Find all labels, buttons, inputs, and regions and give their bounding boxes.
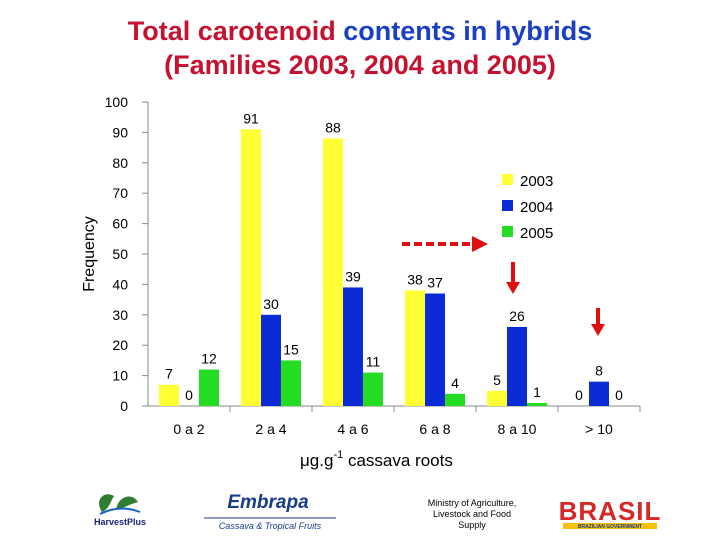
y-tick-label: 30 (112, 307, 128, 323)
y-tick-label: 60 (112, 216, 128, 232)
y-tick-label: 50 (112, 246, 128, 262)
dashed-arrow-head (472, 236, 488, 252)
bar (343, 287, 363, 406)
bar-value-label: 15 (283, 341, 299, 357)
y-tick-label: 0 (120, 398, 128, 414)
bar-value-label: 8 (595, 363, 603, 379)
y-tick-label: 40 (112, 276, 128, 292)
legend-label: 2004 (520, 199, 553, 216)
legend-label: 2003 (520, 173, 553, 190)
bar (281, 360, 301, 406)
embrapa-subtitle: Cassava & Tropical Fruits (219, 521, 322, 531)
embrapa-logo: Embrapa Cassava & Tropical Fruits (204, 492, 336, 531)
x-tick-label: 2 a 4 (255, 421, 286, 437)
bar-value-label: 0 (185, 387, 193, 403)
ministry-line-3: Supply (458, 520, 486, 530)
legend-label: 2005 (520, 225, 553, 242)
x-tick-label: 6 a 8 (419, 421, 450, 437)
bar (159, 384, 179, 406)
y-tick-label: 80 (112, 155, 128, 171)
bar-value-label: 1 (533, 384, 541, 400)
bar (589, 381, 609, 406)
y-axis-label: Frequency (81, 216, 98, 292)
x-tick-label: > 10 (585, 421, 613, 437)
title-part2: contents in hybrids (343, 16, 593, 46)
ministry-line-1: Ministry of Agriculture, (427, 498, 517, 508)
down-arrow-head (506, 282, 520, 294)
bar-value-label: 38 (407, 271, 423, 287)
y-tick-label: 10 (112, 368, 128, 384)
bar-value-label: 91 (243, 110, 259, 126)
chart-title: Total carotenoid contents in hybrids (Fa… (0, 14, 720, 82)
bar-value-label: 12 (201, 351, 217, 367)
embrapa-logo-text: Embrapa (227, 492, 309, 513)
bar (445, 393, 465, 406)
ministry-text: Ministry of Agriculture, Livestock and F… (412, 498, 532, 531)
bar (425, 293, 445, 406)
legend-swatch (502, 200, 513, 211)
bar-value-label: 0 (575, 387, 583, 403)
bar (507, 326, 527, 406)
x-tick-label: 4 a 6 (337, 421, 368, 437)
x-tick-label: 8 a 10 (498, 421, 537, 437)
x-axis-label: μg.g-1 cassava roots (300, 449, 453, 470)
bar-value-label: 88 (325, 119, 341, 135)
bar-value-label: 26 (509, 308, 525, 324)
ministry-line-2: Livestock and Food (432, 509, 512, 519)
y-tick-label: 100 (105, 94, 129, 110)
harvestplus-logo: HarvestPlus (94, 494, 146, 527)
bar (261, 314, 281, 406)
title-part1: Total carotenoid (127, 16, 336, 46)
bar-value-label: 30 (263, 296, 279, 312)
bar-value-label: 7 (165, 366, 173, 382)
bar (199, 369, 219, 406)
legend-swatch (502, 226, 513, 237)
legend-swatch (502, 174, 513, 185)
x-tick-label: 0 a 2 (173, 421, 204, 437)
y-tick-label: 20 (112, 337, 128, 353)
bar (323, 138, 343, 407)
brasil-logo-text: BRASIL (559, 496, 662, 526)
bar-value-label: 39 (345, 268, 361, 284)
bar-value-label: 0 (615, 387, 623, 403)
down-arrow-head (591, 324, 605, 336)
y-tick-label: 70 (112, 185, 128, 201)
bar-value-label: 37 (427, 275, 443, 291)
bar (241, 129, 261, 407)
title-line2: (Families 2003, 2004 and 2005) (164, 50, 556, 80)
bar-value-label: 5 (493, 372, 501, 388)
brasil-government-logo: BRASIL BRAZILIAN GOVERNMENT (559, 496, 662, 530)
brasil-logo-subtitle: BRAZILIAN GOVERNMENT (578, 524, 642, 530)
bar (363, 372, 383, 406)
bar (405, 290, 425, 406)
bar-value-label: 4 (451, 375, 459, 391)
bar-value-label: 11 (366, 354, 381, 370)
y-tick-label: 90 (112, 124, 128, 140)
bar (527, 402, 547, 406)
bar (487, 390, 507, 406)
harvestplus-logo-text: HarvestPlus (94, 517, 146, 527)
